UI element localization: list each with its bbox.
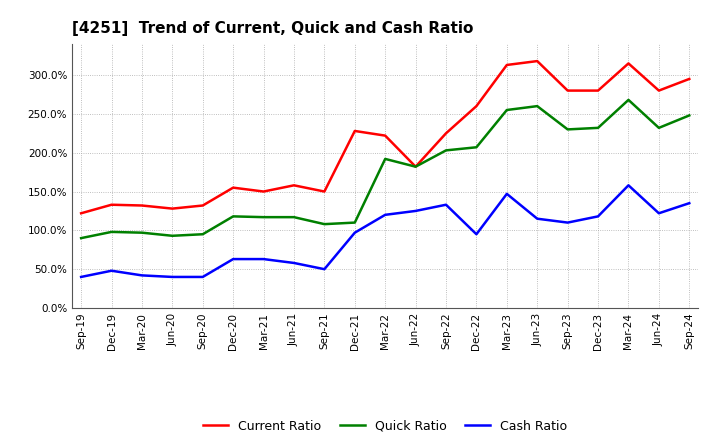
Quick Ratio <box>563 127 572 132</box>
Current Ratio <box>320 189 329 194</box>
Current Ratio <box>289 183 298 188</box>
Current Ratio <box>229 185 238 190</box>
Cash Ratio <box>289 260 298 266</box>
Cash Ratio <box>441 202 450 207</box>
Quick Ratio <box>259 215 268 220</box>
Cash Ratio <box>199 274 207 279</box>
Legend: Current Ratio, Quick Ratio, Cash Ratio: Current Ratio, Quick Ratio, Cash Ratio <box>198 414 572 437</box>
Quick Ratio <box>381 156 390 161</box>
Current Ratio <box>472 103 481 109</box>
Quick Ratio <box>411 164 420 169</box>
Cash Ratio <box>77 274 86 279</box>
Cash Ratio <box>107 268 116 273</box>
Cash Ratio <box>685 201 693 206</box>
Cash Ratio <box>503 191 511 197</box>
Current Ratio <box>168 206 176 211</box>
Cash Ratio <box>320 267 329 272</box>
Quick Ratio <box>594 125 603 131</box>
Current Ratio <box>503 62 511 68</box>
Current Ratio <box>351 128 359 134</box>
Cash Ratio <box>351 230 359 235</box>
Quick Ratio <box>654 125 663 131</box>
Current Ratio <box>77 211 86 216</box>
Quick Ratio <box>351 220 359 225</box>
Quick Ratio <box>229 214 238 219</box>
Cash Ratio <box>472 231 481 237</box>
Quick Ratio <box>320 221 329 227</box>
Current Ratio <box>259 189 268 194</box>
Cash Ratio <box>381 212 390 217</box>
Quick Ratio <box>503 107 511 113</box>
Cash Ratio <box>259 257 268 262</box>
Current Ratio <box>685 76 693 81</box>
Quick Ratio <box>199 231 207 237</box>
Current Ratio <box>381 133 390 138</box>
Quick Ratio <box>107 229 116 235</box>
Current Ratio <box>138 203 146 208</box>
Current Ratio <box>441 131 450 136</box>
Line: Quick Ratio: Quick Ratio <box>81 100 689 238</box>
Current Ratio <box>199 203 207 208</box>
Quick Ratio <box>77 235 86 241</box>
Current Ratio <box>563 88 572 93</box>
Current Ratio <box>624 61 633 66</box>
Line: Cash Ratio: Cash Ratio <box>81 185 689 277</box>
Current Ratio <box>594 88 603 93</box>
Quick Ratio <box>138 230 146 235</box>
Current Ratio <box>107 202 116 207</box>
Text: [4251]  Trend of Current, Quick and Cash Ratio: [4251] Trend of Current, Quick and Cash … <box>72 21 473 36</box>
Cash Ratio <box>168 274 176 279</box>
Quick Ratio <box>168 233 176 238</box>
Cash Ratio <box>624 183 633 188</box>
Quick Ratio <box>289 215 298 220</box>
Current Ratio <box>533 59 541 64</box>
Cash Ratio <box>138 273 146 278</box>
Cash Ratio <box>594 214 603 219</box>
Current Ratio <box>654 88 663 93</box>
Cash Ratio <box>563 220 572 225</box>
Line: Current Ratio: Current Ratio <box>81 61 689 213</box>
Quick Ratio <box>533 103 541 109</box>
Quick Ratio <box>685 113 693 118</box>
Cash Ratio <box>533 216 541 221</box>
Cash Ratio <box>654 211 663 216</box>
Quick Ratio <box>441 148 450 153</box>
Cash Ratio <box>229 257 238 262</box>
Current Ratio <box>411 164 420 169</box>
Cash Ratio <box>411 208 420 213</box>
Quick Ratio <box>624 97 633 103</box>
Quick Ratio <box>472 145 481 150</box>
